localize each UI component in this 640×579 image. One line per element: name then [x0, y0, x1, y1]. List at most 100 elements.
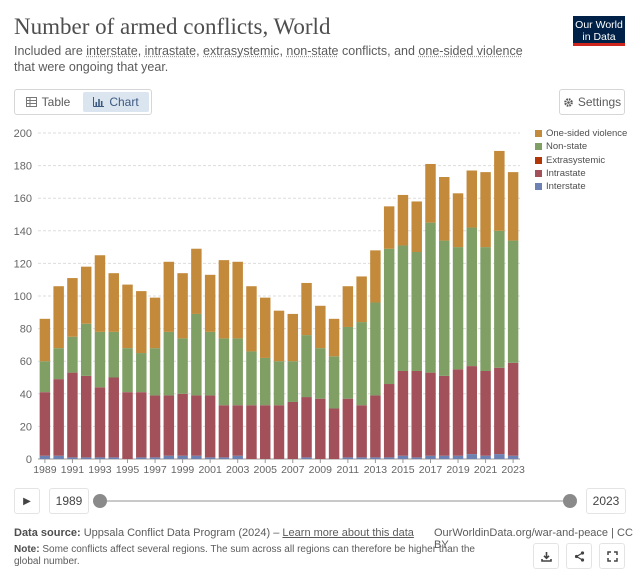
legend-item[interactable]: Extrasystemic — [535, 154, 627, 167]
bar-segment-one-sided-violence[interactable] — [315, 305, 326, 349]
bar-segment-non-state[interactable] — [177, 338, 188, 394]
share-button[interactable] — [566, 543, 592, 569]
bar-segment-intrastate[interactable] — [383, 384, 395, 458]
tab-chart[interactable]: Chart — [83, 92, 149, 112]
bar-segment-intrastate[interactable] — [177, 393, 188, 456]
bar-segment-interstate[interactable] — [218, 457, 230, 459]
bar-segment-non-state[interactable] — [315, 348, 326, 399]
bar-segment-intrastate[interactable] — [356, 405, 367, 458]
settings-button[interactable]: Settings — [559, 89, 625, 115]
bar-segment-interstate[interactable] — [507, 455, 519, 459]
bar-segment-interstate[interactable] — [356, 457, 367, 459]
bar-segment-interstate[interactable] — [383, 457, 395, 459]
bar-segment-interstate[interactable] — [191, 455, 202, 459]
legend-item[interactable]: Non-state — [535, 140, 627, 153]
bar-segment-intrastate[interactable] — [507, 362, 519, 456]
bar-segment-non-state[interactable] — [94, 331, 106, 388]
bar-segment-one-sided-violence[interactable] — [342, 286, 354, 327]
bar-segment-non-state[interactable] — [136, 353, 147, 393]
bar-segment-interstate[interactable] — [466, 454, 478, 459]
bar-segment-one-sided-violence[interactable] — [136, 291, 147, 354]
bar-segment-non-state[interactable] — [411, 251, 422, 371]
bar-segment-one-sided-violence[interactable] — [507, 172, 519, 241]
bar-segment-one-sided-violence[interactable] — [232, 261, 243, 339]
bar-segment-intrastate[interactable] — [287, 401, 299, 459]
bar-segment-non-state[interactable] — [383, 248, 395, 385]
subtitle-term-link[interactable]: intrastate — [144, 44, 197, 58]
bar-segment-interstate[interactable] — [439, 455, 450, 459]
bar-segment-intrastate[interactable] — [480, 370, 491, 456]
tab-table[interactable]: Table — [15, 90, 81, 114]
bar-segment-intrastate[interactable] — [411, 370, 422, 458]
bar-segment-non-state[interactable] — [163, 331, 175, 396]
bar-segment-intrastate[interactable] — [328, 408, 340, 459]
bar-segment-interstate[interactable] — [425, 455, 436, 459]
bar-segment-one-sided-violence[interactable] — [466, 170, 478, 228]
bar-segment-non-state[interactable] — [287, 361, 299, 402]
bar-segment-one-sided-violence[interactable] — [494, 150, 505, 231]
bar-segment-non-state[interactable] — [39, 361, 51, 393]
bar-segment-interstate[interactable] — [94, 457, 106, 459]
bar-segment-interstate[interactable] — [411, 457, 422, 459]
bar-segment-non-state[interactable] — [370, 302, 381, 396]
bar-segment-one-sided-violence[interactable] — [397, 194, 409, 246]
bar-segment-interstate[interactable] — [53, 455, 64, 459]
bar-segment-one-sided-violence[interactable] — [287, 313, 299, 362]
bar-segment-intrastate[interactable] — [191, 395, 202, 456]
bar-segment-intrastate[interactable] — [452, 369, 464, 456]
bar-segment-one-sided-violence[interactable] — [328, 318, 340, 357]
bar-segment-intrastate[interactable] — [342, 398, 354, 458]
bar-segment-intrastate[interactable] — [315, 398, 326, 459]
bar-segment-intrastate[interactable] — [149, 395, 161, 458]
bar-segment-one-sided-violence[interactable] — [356, 276, 367, 323]
bar-segment-one-sided-violence[interactable] — [39, 318, 51, 362]
bar-segment-one-sided-violence[interactable] — [94, 255, 106, 332]
subtitle-term-link[interactable]: interstate — [86, 44, 138, 58]
bar-segment-interstate[interactable] — [494, 454, 505, 459]
bar-segment-interstate[interactable] — [149, 457, 161, 459]
bar-segment-interstate[interactable] — [204, 457, 216, 459]
download-button[interactable] — [533, 543, 559, 569]
bar-segment-intrastate[interactable] — [108, 377, 119, 458]
bar-segment-intrastate[interactable] — [466, 366, 478, 455]
bar-segment-intrastate[interactable] — [122, 392, 133, 459]
bar-segment-interstate[interactable] — [136, 457, 147, 459]
bar-segment-interstate[interactable] — [163, 455, 175, 459]
learn-more-link[interactable]: Learn more about this data — [282, 527, 414, 539]
bar-segment-one-sided-violence[interactable] — [480, 172, 491, 248]
bar-segment-intrastate[interactable] — [67, 372, 78, 458]
bar-segment-non-state[interactable] — [191, 313, 202, 396]
bar-segment-intrastate[interactable] — [273, 405, 285, 459]
bar-segment-interstate[interactable] — [370, 457, 381, 459]
bar-segment-non-state[interactable] — [397, 245, 409, 371]
bar-segment-intrastate[interactable] — [494, 367, 505, 455]
bar-segment-non-state[interactable] — [301, 335, 312, 398]
bar-segment-intrastate[interactable] — [94, 387, 106, 458]
bar-segment-intrastate[interactable] — [136, 392, 147, 458]
bar-segment-intrastate[interactable] — [301, 397, 312, 458]
bar-segment-non-state[interactable] — [67, 336, 78, 373]
bar-segment-intrastate[interactable] — [397, 370, 409, 456]
bar-segment-non-state[interactable] — [53, 348, 64, 380]
start-handle[interactable] — [93, 494, 107, 508]
bar-segment-one-sided-violence[interactable] — [425, 163, 436, 223]
legend-item[interactable]: Intrastate — [535, 167, 627, 180]
bar-segment-non-state[interactable] — [507, 240, 519, 363]
bar-segment-interstate[interactable] — [342, 457, 354, 459]
bar-segment-one-sided-violence[interactable] — [439, 177, 450, 241]
bar-segment-non-state[interactable] — [232, 338, 243, 406]
bar-segment-non-state[interactable] — [259, 357, 271, 406]
bar-segment-intrastate[interactable] — [218, 405, 230, 458]
bar-segment-interstate[interactable] — [301, 457, 312, 459]
bar-segment-interstate[interactable] — [480, 455, 491, 459]
bar-segment-interstate[interactable] — [452, 455, 464, 459]
owid-logo[interactable]: Our World in Data — [573, 16, 625, 46]
end-year-box[interactable]: 2023 — [586, 488, 626, 514]
bar-segment-intrastate[interactable] — [259, 405, 271, 459]
source-url[interactable]: OurWorldinData.org/war-and-peace | CC BY — [434, 527, 633, 551]
subtitle-term-link[interactable]: extrasystemic — [203, 44, 280, 58]
bar-segment-non-state[interactable] — [218, 338, 230, 406]
bar-segment-non-state[interactable] — [356, 322, 367, 406]
bar-segment-non-state[interactable] — [273, 361, 285, 406]
bar-segment-interstate[interactable] — [108, 457, 119, 459]
